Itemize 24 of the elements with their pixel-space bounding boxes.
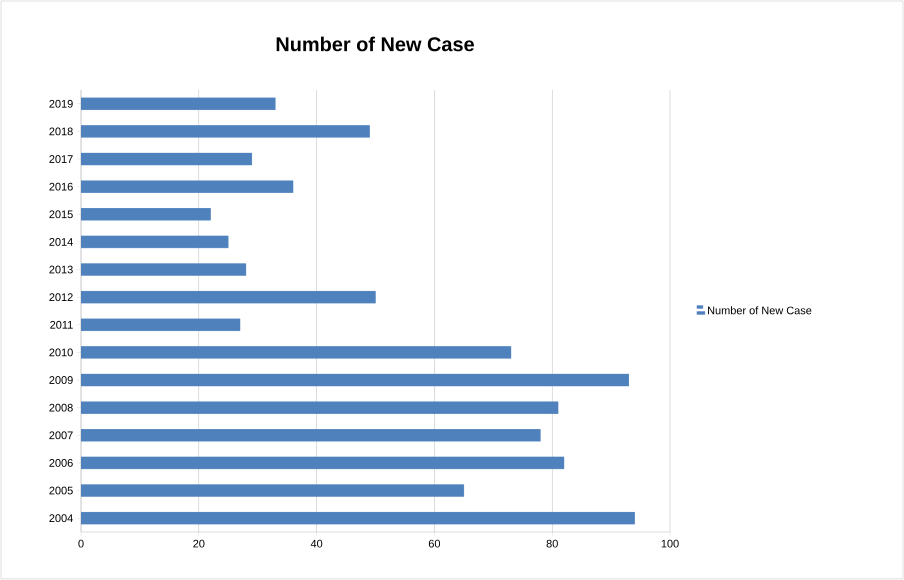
y-tick-label: 2004 — [49, 514, 73, 522]
x-tick-label: 80 — [546, 540, 558, 548]
y-tick-label: 2015 — [49, 210, 73, 218]
y-tick-label: 2007 — [49, 431, 73, 440]
y-tick-label: 2017 — [49, 155, 73, 163]
y-tick-label: 2014 — [49, 238, 73, 246]
y-tick-label: 2008 — [49, 404, 73, 412]
x-tick-label: 20 — [193, 540, 204, 548]
y-tick-label: 2012 — [49, 293, 73, 302]
x-tick-label: 60 — [428, 540, 440, 548]
y-tick-label: 2013 — [49, 266, 73, 274]
y-tick-label: 2011 — [50, 320, 73, 329]
y-tick-label: 2019 — [49, 100, 73, 108]
x-tick-label: 0 — [78, 540, 84, 548]
y-tick-label: 2016 — [49, 182, 73, 191]
y-tick-label: 2010 — [49, 348, 73, 356]
legend-label: Number of New Case — [708, 306, 812, 314]
y-tick-label: 2018 — [49, 128, 73, 136]
x-tick-label: 40 — [310, 540, 322, 548]
x-tick-label: 100 — [662, 540, 679, 548]
chart-title: Number of New Case — [276, 36, 474, 52]
y-tick-label: 2005 — [49, 486, 73, 494]
y-tick-label: 2006 — [49, 459, 73, 467]
y-tick-label: 2009 — [49, 376, 73, 384]
